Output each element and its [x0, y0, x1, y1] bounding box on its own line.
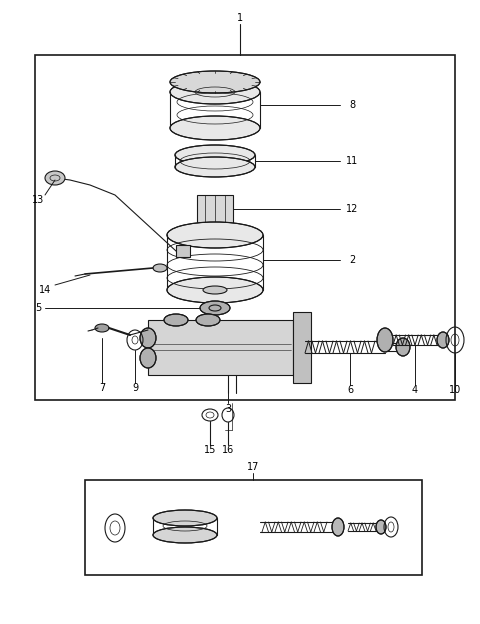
Text: 7: 7	[99, 383, 105, 393]
Ellipse shape	[140, 348, 156, 368]
Ellipse shape	[167, 222, 263, 248]
Ellipse shape	[203, 286, 227, 294]
Ellipse shape	[175, 157, 255, 177]
Text: 1: 1	[237, 13, 243, 23]
Text: 16: 16	[222, 445, 234, 455]
Text: 5: 5	[35, 303, 41, 313]
Text: 3: 3	[225, 404, 231, 414]
Text: 9: 9	[132, 383, 138, 393]
Bar	[293, 312, 311, 383]
Ellipse shape	[437, 332, 449, 348]
Ellipse shape	[200, 301, 230, 315]
Text: 2: 2	[349, 255, 355, 265]
Ellipse shape	[45, 171, 65, 185]
Ellipse shape	[332, 518, 344, 536]
Ellipse shape	[170, 71, 260, 93]
Text: 6: 6	[347, 385, 353, 395]
Text: 15: 15	[204, 445, 216, 455]
Ellipse shape	[140, 328, 156, 348]
Ellipse shape	[164, 314, 188, 326]
Bar	[35, 55, 455, 400]
Ellipse shape	[167, 277, 263, 303]
Ellipse shape	[95, 324, 109, 332]
Ellipse shape	[396, 338, 410, 356]
Text: 12: 12	[346, 204, 358, 214]
Text: 14: 14	[39, 285, 51, 295]
Bar	[176, 245, 190, 257]
Ellipse shape	[153, 527, 217, 543]
Ellipse shape	[377, 328, 393, 352]
Text: 17: 17	[247, 462, 259, 472]
Text: 10: 10	[449, 385, 461, 395]
Ellipse shape	[170, 80, 260, 104]
Text: 11: 11	[346, 156, 358, 166]
Text: 4: 4	[412, 385, 418, 395]
Ellipse shape	[170, 116, 260, 140]
Ellipse shape	[175, 145, 255, 165]
Bar	[85, 480, 422, 575]
Text: 13: 13	[32, 195, 44, 205]
Bar	[148, 320, 293, 375]
Ellipse shape	[376, 520, 386, 534]
Bar	[197, 195, 233, 223]
Ellipse shape	[153, 264, 167, 272]
Ellipse shape	[196, 314, 220, 326]
Ellipse shape	[153, 510, 217, 526]
Text: 8: 8	[349, 100, 355, 110]
